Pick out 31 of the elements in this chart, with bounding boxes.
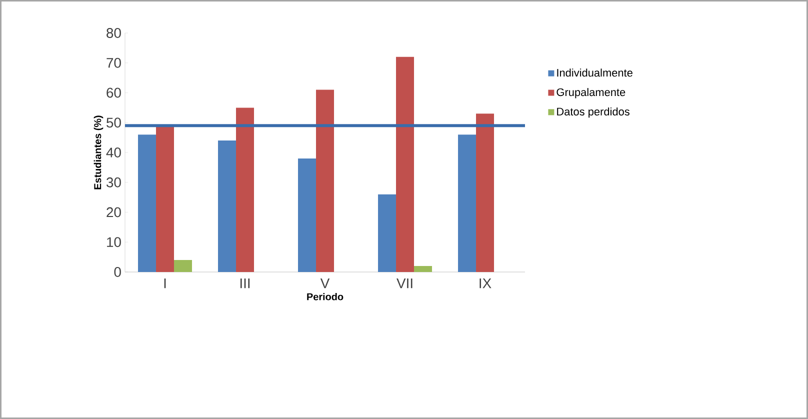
y-tick-label: 10 (107, 237, 121, 248)
bar (174, 260, 192, 272)
bar (458, 134, 476, 272)
x-tick-label: III (240, 278, 250, 288)
y-tick-label: 60 (106, 88, 121, 98)
bar (298, 158, 316, 272)
x-tick-label: I (164, 278, 166, 288)
x-tick-label: IX (480, 278, 492, 288)
bar (316, 90, 334, 272)
x-axis-title: Periodo (307, 292, 344, 300)
bar (476, 114, 494, 272)
bar (218, 140, 236, 272)
bar (156, 126, 174, 272)
legend-label: Grupalamente (556, 88, 626, 98)
y-tick-label: 80 (106, 28, 121, 38)
y-tick-label: 20 (106, 207, 121, 218)
bar (414, 266, 432, 272)
bar (378, 194, 396, 272)
bar (138, 134, 156, 272)
bar (236, 108, 254, 272)
y-tick-label: 70 (106, 58, 121, 68)
y-tick-label: 50 (106, 118, 121, 128)
x-tick-label: VII (396, 278, 412, 288)
y-tick-label: 40 (106, 148, 121, 158)
bar (396, 56, 414, 272)
y-axis-title: Estudiantes (%) (94, 116, 104, 190)
legend-label: Datos perdidos (557, 107, 630, 118)
y-tick-label: 0 (114, 267, 121, 277)
x-tick-label: V (320, 278, 330, 288)
legend-label: Individualmente (557, 68, 632, 77)
y-tick-label: 30 (106, 177, 121, 188)
